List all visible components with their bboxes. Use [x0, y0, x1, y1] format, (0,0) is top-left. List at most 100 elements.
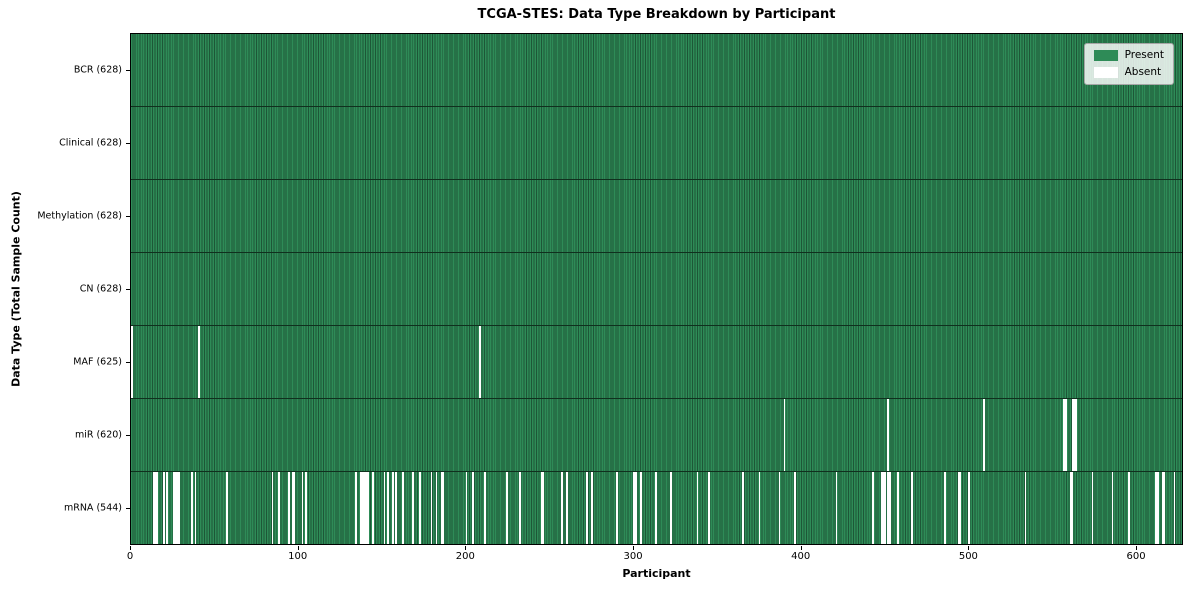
absent-line: [355, 472, 358, 544]
absent-line: [226, 472, 229, 544]
row-Clinical: [131, 106, 1182, 179]
absent-line: [1064, 399, 1067, 471]
absent-line: [392, 472, 394, 544]
absent-line: [395, 472, 398, 544]
ytick-label-CN: CN (628): [79, 283, 122, 295]
absent-line: [1161, 472, 1164, 544]
absent-line: [174, 472, 177, 544]
absent-line: [542, 472, 545, 544]
absent-line: [778, 472, 781, 544]
absent-line: [541, 472, 543, 544]
absent-line: [633, 472, 635, 544]
absent-line: [162, 472, 165, 544]
plot-area: Present Absent: [130, 33, 1183, 545]
absent-line: [1063, 399, 1065, 471]
absent-line: [1073, 399, 1075, 471]
absent-line: [465, 472, 468, 544]
absent-line: [1156, 472, 1159, 544]
absent-line: [586, 472, 588, 544]
absent-line: [271, 472, 274, 544]
absent-line: [430, 472, 433, 544]
absent-line: [472, 472, 475, 544]
absent-line: [1173, 472, 1176, 544]
absent-line: [889, 472, 891, 544]
absent-line: [634, 472, 637, 544]
ytick-label-BCR: BCR (628): [73, 64, 122, 76]
xtick-label-400: 400: [791, 551, 811, 562]
absent-line: [793, 472, 796, 544]
absent-line: [1069, 472, 1072, 544]
absent-line: [156, 472, 158, 544]
absent-line: [882, 472, 885, 544]
xtick-mark: [1136, 546, 1138, 550]
absent-line: [887, 399, 890, 471]
absent-line: [884, 472, 886, 544]
ytick-mark: [126, 142, 130, 144]
ytick-mark: [126, 508, 130, 510]
ytick-label-Clinical: Clinical (628): [59, 137, 122, 149]
ytick-label-Methylation: Methylation (628): [37, 210, 122, 222]
absent-line: [366, 472, 369, 544]
absent-line: [197, 326, 200, 398]
absent-line: [360, 472, 363, 544]
absent-line: [291, 472, 294, 544]
xtick-mark: [130, 546, 131, 550]
xtick-label-100: 100: [288, 551, 308, 562]
legend-swatch-absent: [1093, 67, 1118, 78]
absent-line: [1163, 472, 1166, 544]
absent-line: [639, 472, 642, 544]
row-CN: [131, 252, 1182, 325]
absent-line: [758, 472, 761, 544]
absent-line: [172, 472, 175, 544]
absent-line: [1091, 472, 1094, 544]
absent-line: [669, 472, 672, 544]
ytick-mark: [126, 435, 130, 437]
absent-line: [440, 472, 443, 544]
absent-line: [371, 472, 374, 544]
absent-line: [166, 472, 168, 544]
absent-line: [305, 472, 307, 544]
absent-line: [402, 472, 404, 544]
legend: Present Absent: [1083, 43, 1174, 85]
absent-line: [519, 472, 522, 544]
absent-line: [361, 472, 364, 544]
absent-line: [959, 472, 962, 544]
absent-line: [154, 472, 157, 544]
absent-line: [910, 472, 913, 544]
absent-line: [278, 472, 281, 544]
absent-line: [1071, 399, 1074, 471]
absent-line: [741, 472, 744, 544]
xtick-label-500: 500: [958, 551, 978, 562]
absent-line: [131, 326, 133, 398]
ytick-mark: [126, 362, 130, 364]
legend-swatch-present: [1093, 50, 1118, 61]
absent-line: [293, 472, 296, 544]
absent-line: [835, 472, 838, 544]
absent-line: [591, 472, 593, 544]
xtick-mark: [465, 546, 467, 550]
absent-line: [897, 472, 900, 544]
absent-line: [982, 399, 985, 471]
legend-label-present: Present: [1124, 49, 1164, 62]
x-axis-label: Participant: [622, 567, 691, 580]
legend-label-absent: Absent: [1124, 66, 1162, 79]
absent-line: [708, 472, 711, 544]
absent-line: [363, 472, 366, 544]
absent-line: [887, 472, 890, 544]
absent-line: [418, 472, 421, 544]
absent-line: [561, 472, 563, 544]
row-Methylation: [131, 179, 1182, 252]
absent-line: [1074, 399, 1077, 471]
xtick-mark: [633, 546, 635, 550]
xtick-mark: [297, 546, 299, 550]
absent-line: [387, 472, 389, 544]
chart-title: TCGA-STES: Data Type Breakdown by Partic…: [477, 7, 836, 22]
absent-line: [505, 472, 508, 544]
ytick-mark: [126, 289, 130, 290]
absent-line: [479, 326, 481, 398]
absent-line: [383, 472, 386, 544]
absent-line: [696, 472, 699, 544]
absent-line: [967, 472, 970, 544]
xtick-label-0: 0: [126, 551, 134, 562]
